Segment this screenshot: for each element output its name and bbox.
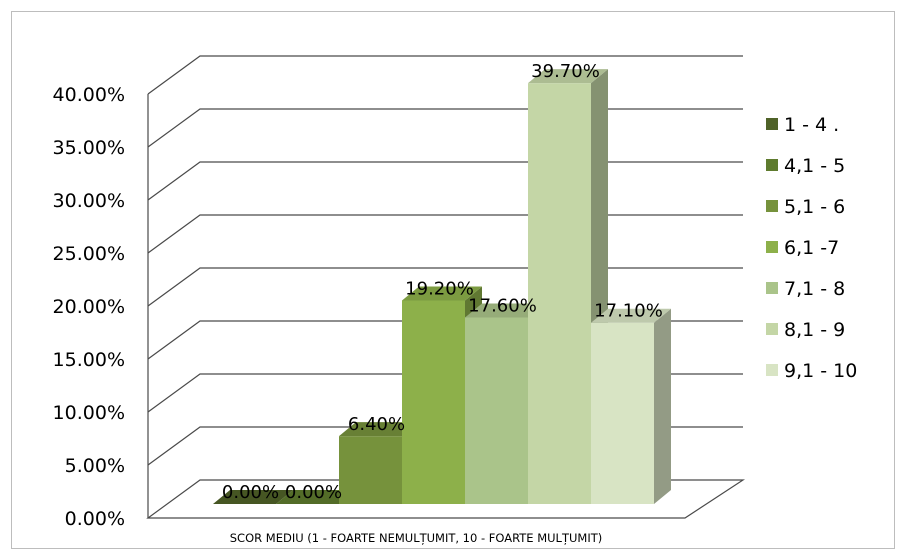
gridline: [147, 108, 743, 148]
bar-side: [654, 308, 671, 504]
bars: [213, 69, 671, 505]
legend: 1 - 4 . 4,1 - 5 5,1 - 6 6,1 -7 7,1 - 8 8,1 - …: [766, 114, 857, 382]
legend-label: 4,1 - 5: [784, 155, 845, 177]
legend-item: 8,1 - 9: [766, 319, 845, 341]
legend-swatch: [766, 241, 778, 253]
y-tick-label: 10.00%: [53, 402, 125, 424]
legend-swatch: [766, 118, 778, 130]
legend-label: 1 - 4 .: [784, 114, 839, 136]
legend-item: 5,1 - 6: [766, 196, 845, 218]
bar-top: [402, 286, 482, 301]
bar-front: [339, 436, 402, 504]
gridline: [147, 55, 743, 95]
gridline: [147, 161, 743, 201]
bar: [591, 308, 671, 504]
legend-swatch: [766, 323, 778, 335]
y-axis-ticks: 0.00% 5.00% 10.00% 15.00% 20.00% 25.00% 30.00%…: [53, 84, 125, 530]
legend-swatch: [766, 200, 778, 212]
legend-item: 6,1 -7: [766, 237, 839, 259]
bar-top: [591, 308, 671, 323]
legend-item: 4,1 - 5: [766, 155, 845, 177]
y-tick-label: 35.00%: [53, 137, 125, 159]
data-label: 19.20%: [405, 278, 474, 299]
y-tick-label: 40.00%: [53, 84, 125, 106]
bar-front: [591, 322, 654, 504]
bar-top: [528, 69, 608, 84]
legend-label: 9,1 - 10: [784, 360, 857, 382]
legend-swatch: [766, 364, 778, 376]
bar: [213, 490, 293, 504]
legend-item: 1 - 4 .: [766, 114, 839, 136]
y-tick-label: 20.00%: [53, 296, 125, 318]
y-tick-label: 0.00%: [65, 508, 125, 530]
bar-top: [213, 490, 293, 504]
gridline: [147, 214, 743, 254]
legend-label: 5,1 - 6: [784, 196, 845, 218]
legend-label: 7,1 - 8: [784, 278, 845, 300]
y-tick-label: 15.00%: [53, 349, 125, 371]
legend-label: 8,1 - 9: [784, 319, 845, 341]
y-tick-label: 5.00%: [65, 455, 125, 477]
bar-top: [465, 303, 545, 318]
data-label: 17.10%: [594, 301, 663, 322]
bar-front: [402, 300, 465, 504]
y-tick-label: 25.00%: [53, 243, 125, 265]
data-label: 39.70%: [531, 61, 600, 82]
y-tick-label: 30.00%: [53, 190, 125, 212]
legend-label: 6,1 -7: [784, 237, 839, 259]
data-label: 6.40%: [348, 414, 405, 435]
bar-front: [465, 317, 528, 504]
data-label: 17.60%: [468, 295, 537, 316]
legend-item: 9,1 - 10: [766, 360, 857, 382]
bar-front: [528, 83, 591, 505]
legend-item: 7,1 - 8: [766, 278, 845, 300]
data-labels: 0.00% 0.00% 6.40% 19.20%17.60% 39.70% 17.10%: [222, 61, 663, 503]
legend-swatch: [766, 282, 778, 294]
data-label: 0.00%: [222, 482, 279, 503]
data-label: 0.00%: [285, 482, 342, 503]
bar-top: [339, 422, 419, 437]
bar: [276, 490, 356, 504]
bar-top: [276, 490, 356, 504]
legend-swatch: [766, 159, 778, 171]
x-axis-title: SCOR MEDIU (1 - FOARTE NEMULȚUMIT, 10 - …: [230, 531, 602, 545]
